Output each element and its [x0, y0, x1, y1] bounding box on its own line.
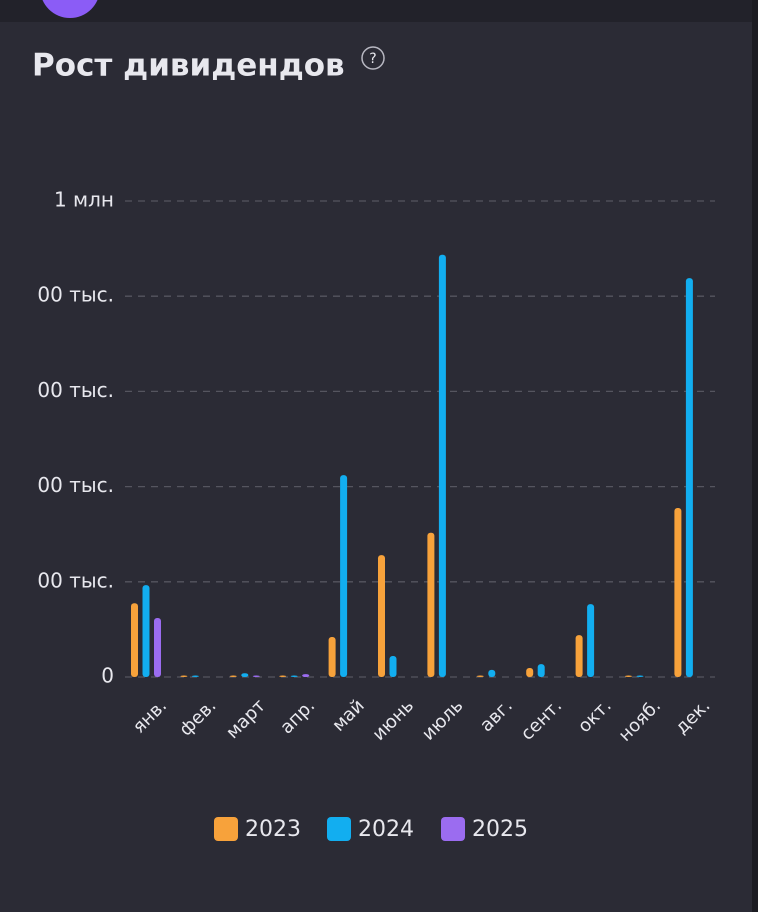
bar: [252, 675, 260, 677]
bar: [488, 669, 496, 677]
legend-label: 2025: [472, 817, 528, 842]
help-icon-text[interactable]: ?: [369, 51, 376, 67]
bar: [191, 675, 199, 677]
bar: [685, 278, 693, 677]
bar: [180, 675, 188, 677]
bar: [476, 675, 484, 677]
bar: [340, 475, 348, 677]
bar: [537, 664, 545, 677]
legend-swatch: [327, 817, 351, 841]
y-tick-label: 00 тыс.: [37, 568, 114, 592]
y-tick-label: 0: [101, 664, 114, 688]
bar: [378, 555, 385, 677]
edge: [752, 0, 758, 912]
legend-label: 2024: [358, 817, 414, 842]
bar: [279, 675, 287, 677]
bar: [625, 675, 632, 677]
chart-title: Рост дивидендов: [32, 48, 345, 84]
legend-swatch: [214, 817, 238, 841]
y-tick-label: 00 тыс.: [37, 378, 114, 402]
bar: [241, 673, 249, 677]
bar: [229, 675, 237, 677]
bar: [674, 508, 682, 677]
avatar: [42, 0, 98, 18]
bar: [438, 254, 446, 677]
y-tick-label: 00 тыс.: [37, 283, 114, 307]
y-tick-label: 00 тыс.: [37, 473, 114, 497]
bar: [142, 585, 150, 677]
bar: [328, 637, 336, 677]
bar: [131, 603, 138, 677]
legend-swatch: [441, 817, 465, 841]
y-tick-label: 1 млн: [54, 188, 114, 212]
bar: [154, 617, 161, 677]
bar: [575, 635, 583, 677]
bar: [290, 675, 298, 677]
bar: [389, 656, 397, 677]
help-icon[interactable]: [361, 46, 385, 70]
legend-label: 2023: [245, 817, 301, 842]
top-bar: [0, 0, 758, 22]
bar: [427, 532, 435, 677]
bar: [526, 667, 534, 677]
bar: [302, 674, 310, 677]
bar: [636, 675, 644, 677]
bar: [587, 604, 595, 677]
